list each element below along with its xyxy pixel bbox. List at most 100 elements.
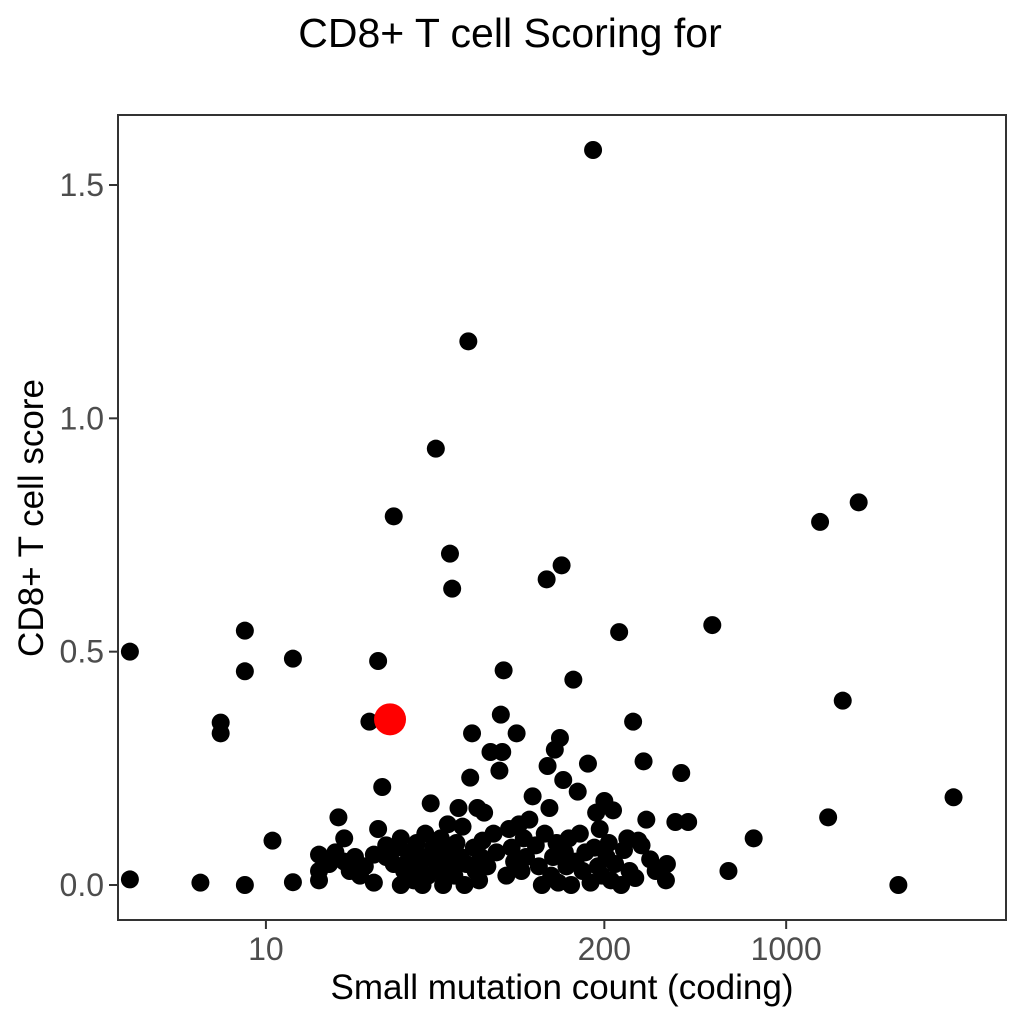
data-point bbox=[599, 834, 618, 852]
data-point bbox=[554, 771, 573, 789]
data-point bbox=[497, 866, 516, 885]
data-point bbox=[493, 743, 512, 761]
data-point bbox=[604, 801, 623, 820]
data-point bbox=[552, 556, 571, 575]
data-point bbox=[283, 649, 302, 668]
data-point bbox=[211, 724, 230, 743]
data-point bbox=[944, 788, 963, 807]
data-point bbox=[310, 871, 329, 890]
data-point bbox=[120, 642, 139, 661]
chart-title: CD8+ T cell Scoring for bbox=[298, 10, 722, 56]
data-point bbox=[833, 691, 852, 710]
data-point bbox=[369, 820, 388, 838]
x-tick-label: 10 bbox=[248, 931, 284, 967]
data-point bbox=[470, 871, 489, 890]
data-point bbox=[494, 661, 513, 680]
data-point bbox=[426, 439, 445, 458]
data-point bbox=[590, 820, 609, 838]
data-point bbox=[263, 831, 282, 850]
plot-panel bbox=[117, 114, 1007, 921]
data-point bbox=[703, 616, 722, 635]
data-point bbox=[529, 857, 548, 876]
data-point bbox=[459, 332, 478, 351]
data-point bbox=[453, 817, 472, 836]
data-point bbox=[384, 507, 403, 526]
data-point bbox=[550, 729, 569, 747]
data-point bbox=[283, 873, 302, 892]
y-tick-label: 1.5 bbox=[60, 167, 104, 203]
data-point bbox=[431, 829, 450, 848]
data-point bbox=[440, 544, 459, 563]
data-point bbox=[373, 778, 392, 796]
data-point bbox=[360, 712, 379, 731]
data-point bbox=[537, 570, 556, 589]
data-point bbox=[672, 764, 691, 782]
data-point bbox=[564, 670, 583, 689]
y-axis-title: CD8+ T cell score bbox=[12, 379, 51, 657]
data-point bbox=[562, 876, 581, 894]
data-point bbox=[540, 799, 559, 817]
data-point bbox=[889, 876, 908, 894]
data-point bbox=[849, 493, 868, 512]
data-point bbox=[612, 876, 631, 894]
data-point bbox=[463, 724, 482, 743]
x-axis: 10 200 1000 bbox=[248, 920, 822, 967]
data-point bbox=[570, 824, 589, 843]
data-point bbox=[369, 652, 388, 670]
data-point bbox=[449, 799, 468, 817]
data-point bbox=[447, 834, 466, 852]
data-point bbox=[235, 662, 254, 681]
x-tick-label: 200 bbox=[578, 931, 631, 967]
data-point bbox=[811, 512, 830, 531]
x-axis-title: Small mutation count (coding) bbox=[330, 968, 794, 1007]
data-point bbox=[568, 782, 587, 801]
data-point bbox=[585, 838, 604, 857]
data-point bbox=[491, 705, 510, 724]
data-point bbox=[329, 808, 348, 827]
data-point bbox=[487, 843, 506, 862]
data-point bbox=[512, 862, 531, 880]
data-point bbox=[744, 829, 763, 848]
data-point bbox=[657, 855, 676, 873]
data-point bbox=[634, 752, 653, 771]
data-point bbox=[626, 869, 645, 887]
data-point bbox=[335, 829, 354, 848]
data-point bbox=[478, 857, 497, 876]
data-point bbox=[610, 623, 629, 642]
y-tick-label: 0.5 bbox=[60, 634, 104, 670]
data-point bbox=[455, 876, 474, 894]
data-point bbox=[538, 757, 557, 775]
data-point bbox=[507, 724, 526, 743]
data-point bbox=[624, 712, 643, 731]
data-point bbox=[679, 813, 698, 831]
data-point bbox=[490, 761, 509, 780]
data-point bbox=[520, 810, 539, 829]
data-point bbox=[606, 855, 625, 873]
data-points bbox=[120, 141, 963, 894]
data-point bbox=[502, 838, 521, 857]
data-point bbox=[438, 815, 457, 834]
y-axis: 0.0 0.5 1.0 1.5 bbox=[60, 167, 118, 903]
data-point bbox=[391, 829, 410, 848]
data-point bbox=[578, 754, 597, 773]
data-point bbox=[819, 808, 838, 827]
y-tick-label: 0.0 bbox=[60, 867, 104, 903]
data-point bbox=[584, 141, 603, 159]
data-point bbox=[235, 621, 254, 640]
data-point bbox=[120, 870, 139, 889]
data-point bbox=[523, 787, 542, 806]
data-point bbox=[632, 836, 651, 855]
data-point bbox=[443, 579, 462, 598]
data-point bbox=[461, 768, 480, 787]
data-point bbox=[484, 824, 503, 843]
data-point bbox=[666, 813, 685, 831]
highlighted-data-point bbox=[374, 703, 407, 736]
data-point bbox=[719, 862, 738, 880]
y-tick-label: 1.0 bbox=[60, 400, 104, 436]
data-point bbox=[191, 873, 210, 892]
data-point bbox=[637, 810, 656, 829]
data-point bbox=[416, 824, 435, 843]
data-point bbox=[364, 873, 383, 892]
data-point bbox=[421, 794, 440, 813]
